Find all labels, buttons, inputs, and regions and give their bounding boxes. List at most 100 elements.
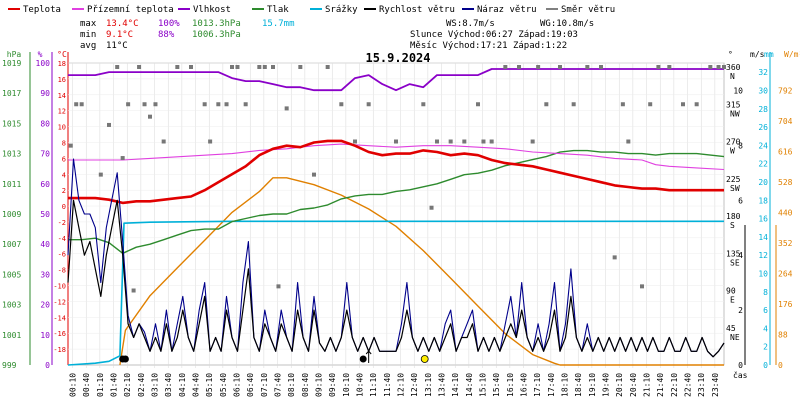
wind-direction-point bbox=[161, 139, 166, 144]
y-tick-deg: -4 bbox=[58, 235, 66, 243]
x-tick-label: 23:10 bbox=[697, 373, 706, 397]
wind-direction-point bbox=[394, 139, 398, 144]
x-tick-label: 12:40 bbox=[410, 373, 419, 397]
wind-direction-point bbox=[68, 143, 73, 148]
axis-unit-label: W/m² bbox=[784, 50, 800, 59]
y-tick-mm: 4 bbox=[763, 324, 768, 333]
y-tick-ms: 10 bbox=[733, 86, 743, 95]
y-tick-mm: 10 bbox=[758, 269, 768, 278]
wind-direction-point bbox=[325, 65, 330, 69]
x-tick-label: 23:40 bbox=[711, 373, 720, 397]
wind-direction-point bbox=[599, 65, 603, 69]
wind-direction-point bbox=[667, 65, 672, 69]
x-tick-label: 12:10 bbox=[397, 373, 406, 397]
wind-direction-point bbox=[489, 139, 494, 144]
x-tick-label: 05:40 bbox=[219, 373, 228, 397]
y-tick-ms: 6 bbox=[738, 196, 743, 205]
wind-direction-point bbox=[620, 102, 625, 107]
y-tick-dir: 270 bbox=[726, 138, 741, 147]
wind-direction-point bbox=[429, 205, 434, 210]
series-line-gust bbox=[67, 158, 725, 358]
stat-min-press: 1006.3hPa bbox=[192, 30, 241, 40]
y-tick-deg: 6 bbox=[62, 155, 66, 163]
x-tick-label: 18:40 bbox=[574, 373, 583, 397]
stat-moon: Měsíc Východ:17:21 Západ:1:22 bbox=[410, 41, 567, 51]
rain-event-marker bbox=[359, 355, 367, 363]
stat-min-label: min bbox=[80, 30, 96, 40]
y-tick-dir-compass: N bbox=[730, 72, 735, 81]
series-line-gtemp bbox=[68, 143, 725, 171]
x-tick-label: 01:10 bbox=[96, 373, 105, 397]
series-line-temp bbox=[68, 139, 724, 205]
y-tick-deg: 2 bbox=[62, 187, 66, 195]
wind-direction-point bbox=[339, 102, 344, 107]
stat-min-temp: 9.1°C bbox=[106, 30, 133, 40]
x-tick-label: 02:40 bbox=[137, 373, 146, 397]
x-tick-label: 13:10 bbox=[424, 373, 433, 397]
y-tick-mm: 32 bbox=[758, 68, 768, 77]
y-tick-deg: -10 bbox=[53, 283, 66, 291]
stat-max-label: max bbox=[80, 19, 97, 29]
x-tick-label: 11:40 bbox=[383, 373, 392, 397]
y-tick-dir-compass: SE bbox=[730, 258, 740, 267]
wind-direction-point bbox=[585, 65, 590, 69]
legend-label: Tlak bbox=[267, 5, 289, 15]
wind-direction-point bbox=[284, 106, 289, 111]
wind-direction-point bbox=[208, 139, 213, 144]
y-tick-deg: -14 bbox=[53, 314, 66, 322]
wind-direction-point bbox=[448, 139, 453, 144]
y-tick-wm: 440 bbox=[778, 208, 793, 217]
series-line-hum bbox=[68, 68, 724, 92]
x-tick-label: 19:10 bbox=[588, 373, 597, 397]
y-tick-pct: 40 bbox=[40, 240, 50, 249]
y-tick-pct: 0 bbox=[45, 361, 50, 370]
y-tick-wm: 0 bbox=[778, 361, 783, 370]
series-line-solar bbox=[119, 177, 724, 366]
y-tick-hpa: 1007 bbox=[2, 240, 21, 249]
x-tick-label: 16:40 bbox=[520, 373, 529, 397]
wind-direction-point bbox=[230, 65, 234, 69]
wind-direction-point bbox=[716, 65, 721, 69]
x-tick-label: 06:40 bbox=[246, 373, 255, 397]
y-tick-wm: 616 bbox=[778, 147, 793, 156]
stat-sun: Slunce Východ:06:27 Západ:19:03 bbox=[410, 30, 578, 40]
x-tick-label: 15:40 bbox=[492, 373, 501, 397]
y-tick-hpa: 1017 bbox=[2, 89, 21, 98]
y-tick-dir: 135 bbox=[726, 249, 741, 258]
sunset-marker bbox=[420, 355, 429, 363]
y-tick-mm: 26 bbox=[758, 123, 768, 132]
y-tick-hpa: 1003 bbox=[2, 301, 21, 310]
y-tick-dir-compass: W bbox=[730, 147, 735, 156]
y-tick-pct: 20 bbox=[40, 301, 50, 310]
wind-direction-point bbox=[107, 122, 111, 127]
y-tick-deg: -6 bbox=[58, 251, 66, 259]
y-tick-mm: 18 bbox=[758, 196, 768, 205]
y-tick-mm: 20 bbox=[758, 178, 768, 187]
y-tick-wm: 176 bbox=[778, 300, 793, 309]
wind-direction-point bbox=[216, 102, 221, 107]
y-tick-deg: 10 bbox=[58, 124, 66, 132]
y-tick-wm: 704 bbox=[778, 117, 793, 126]
y-tick-hpa: 1005 bbox=[2, 270, 21, 279]
y-tick-mm: 16 bbox=[758, 215, 768, 224]
axis-unit-label: hPa bbox=[7, 50, 22, 59]
wind-direction-point bbox=[656, 65, 661, 69]
wind-direction-point bbox=[708, 65, 713, 69]
y-tick-dir: 225 bbox=[726, 175, 741, 184]
x-tick-label: 21:10 bbox=[643, 373, 652, 397]
y-tick-pct: 70 bbox=[40, 150, 50, 159]
legend-label: Teplota bbox=[23, 5, 61, 15]
wind-direction-point bbox=[571, 102, 576, 107]
y-tick-ms: 2 bbox=[738, 306, 743, 315]
x-axis-label: čas bbox=[733, 370, 748, 380]
axis-unit-label: °C bbox=[57, 50, 67, 59]
y-tick-deg: 4 bbox=[62, 171, 66, 179]
x-tick-label: 17:10 bbox=[533, 373, 542, 397]
stat-ws: WS:8.7m/s bbox=[446, 19, 495, 29]
x-tick-label: 13:40 bbox=[438, 373, 447, 397]
y-tick-mm: 30 bbox=[758, 86, 768, 95]
y-tick-dir-compass: E bbox=[730, 296, 735, 305]
series-layer bbox=[67, 65, 726, 366]
wind-direction-point bbox=[312, 172, 316, 177]
